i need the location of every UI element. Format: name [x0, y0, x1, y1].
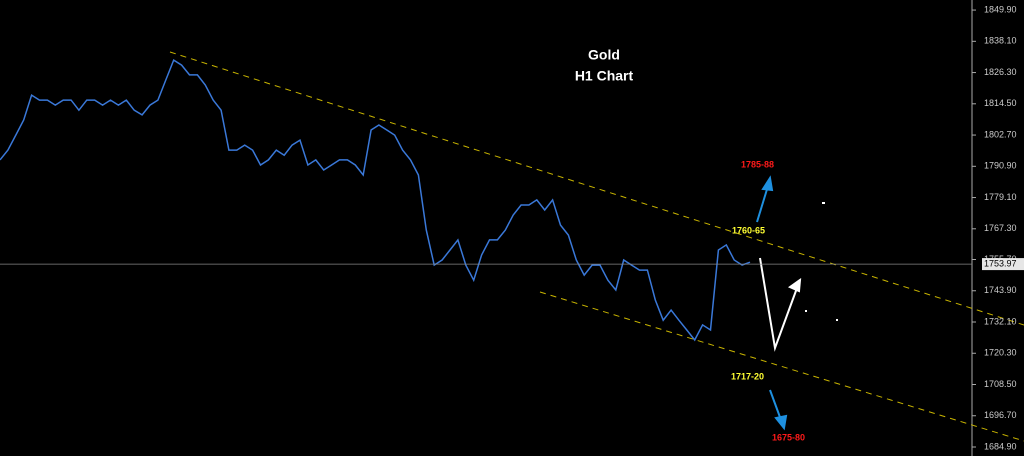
y-tick-label: 1767.30 — [984, 223, 1017, 233]
projection — [759, 257, 802, 352]
dot — [805, 310, 807, 312]
dot — [822, 202, 825, 204]
y-tick-label: 1849.90 — [984, 4, 1017, 14]
y-tick-label: 1802.70 — [984, 129, 1017, 139]
price-line — [0, 58, 751, 342]
annotation: 1785-88 — [741, 159, 774, 169]
y-tick-label: 1684.90 — [984, 441, 1017, 451]
y-tick-label: 1743.90 — [984, 285, 1017, 295]
arrow — [769, 389, 782, 421]
y-tick-label: 1826.30 — [984, 67, 1017, 77]
chart-title: Gold — [588, 47, 620, 63]
arrow — [756, 185, 769, 223]
arrow-head — [761, 175, 774, 192]
y-tick-label: 1708.50 — [984, 379, 1017, 389]
annotations: 1785-88 1760-65 1717-20 1675-80 — [731, 159, 805, 442]
arrows — [756, 175, 788, 431]
y-tick-label: 1720.30 — [984, 348, 1017, 358]
y-tick-label: 1838.10 — [984, 36, 1017, 46]
annotation: 1675-80 — [772, 432, 805, 442]
arrow-head — [787, 277, 802, 293]
y-tick-label: 1790.90 — [984, 161, 1017, 171]
dot — [836, 319, 838, 321]
trend-line — [539, 291, 1024, 442]
y-tick-label: 1732.10 — [984, 316, 1017, 326]
annotation: 1717-20 — [731, 371, 764, 381]
zigzag — [759, 257, 798, 352]
annotation: 1760-65 — [732, 225, 765, 235]
y-tick-label: 1814.50 — [984, 98, 1017, 108]
chart-subtitle: H1 Chart — [575, 68, 634, 84]
current-price-box — [982, 258, 1024, 271]
current-price-label: 1753.97 — [984, 258, 1017, 268]
y-tick-label: 1779.10 — [984, 192, 1017, 202]
y-tick-label: 1696.70 — [984, 410, 1017, 420]
arrow-head — [774, 414, 788, 431]
